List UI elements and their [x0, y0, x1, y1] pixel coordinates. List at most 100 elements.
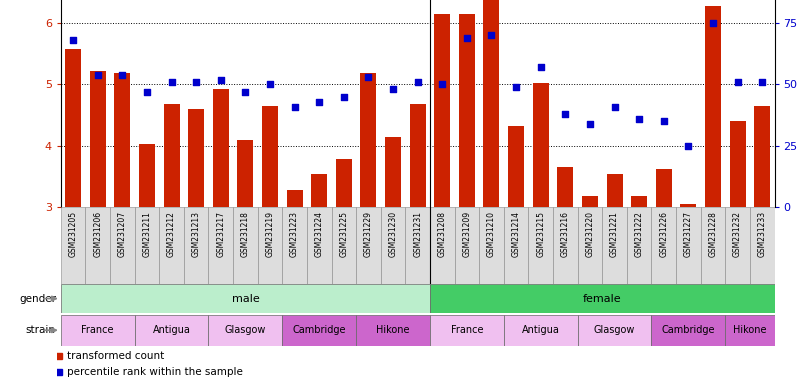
Bar: [332, 207, 356, 284]
Bar: [730, 121, 745, 207]
Point: [509, 84, 522, 90]
Text: France: France: [451, 325, 483, 335]
Point: [633, 116, 646, 122]
Bar: [311, 174, 327, 207]
Point: [411, 79, 424, 85]
Bar: [184, 207, 208, 284]
Bar: [208, 315, 282, 346]
Bar: [434, 14, 450, 207]
Point: [362, 74, 375, 80]
Point: [337, 94, 350, 100]
Text: GSM231213: GSM231213: [191, 211, 200, 257]
Bar: [135, 315, 208, 346]
Point: [485, 32, 498, 38]
Text: France: France: [81, 325, 114, 335]
Text: GSM231225: GSM231225: [339, 211, 349, 257]
Bar: [725, 315, 775, 346]
Point: [116, 71, 129, 78]
Point: [682, 143, 695, 149]
Bar: [385, 137, 401, 207]
Text: Hikone: Hikone: [733, 325, 766, 335]
Text: GSM231215: GSM231215: [536, 211, 545, 257]
Text: GSM231205: GSM231205: [69, 211, 78, 257]
Bar: [754, 106, 770, 207]
Bar: [459, 15, 475, 207]
Text: GSM231231: GSM231231: [413, 211, 423, 257]
Text: GSM231219: GSM231219: [265, 211, 274, 257]
Bar: [603, 207, 627, 284]
Text: GSM231217: GSM231217: [217, 211, 225, 257]
Text: GSM231208: GSM231208: [438, 211, 447, 257]
Bar: [705, 6, 721, 207]
Text: GSM231227: GSM231227: [684, 211, 693, 257]
Point: [731, 79, 744, 85]
Point: [559, 111, 572, 117]
Text: GSM231233: GSM231233: [757, 211, 766, 257]
Bar: [430, 284, 775, 313]
Bar: [410, 104, 426, 207]
Bar: [680, 204, 697, 207]
Text: strain: strain: [26, 325, 56, 335]
Point: [657, 118, 670, 124]
Text: Antigua: Antigua: [521, 325, 560, 335]
Bar: [61, 207, 85, 284]
Point: [288, 104, 301, 110]
Bar: [164, 104, 179, 207]
Point: [534, 64, 547, 70]
Bar: [188, 109, 204, 207]
Point: [461, 35, 474, 41]
Bar: [455, 207, 479, 284]
Bar: [65, 50, 81, 207]
Text: GSM231223: GSM231223: [290, 211, 299, 257]
Bar: [262, 106, 278, 207]
Point: [313, 99, 326, 105]
Bar: [336, 159, 352, 207]
Text: Glasgow: Glasgow: [225, 325, 266, 335]
Bar: [135, 207, 159, 284]
Bar: [504, 315, 577, 346]
Point: [436, 81, 448, 88]
Point: [92, 71, 105, 78]
Bar: [631, 196, 647, 207]
Bar: [607, 174, 623, 207]
Text: GSM231211: GSM231211: [143, 211, 152, 257]
Bar: [651, 207, 676, 284]
Bar: [430, 315, 504, 346]
Bar: [504, 207, 529, 284]
Bar: [676, 207, 701, 284]
Text: GSM231229: GSM231229: [364, 211, 373, 257]
Bar: [212, 89, 229, 207]
Text: GSM231209: GSM231209: [462, 211, 471, 257]
Text: Cambridge: Cambridge: [293, 325, 346, 335]
Text: GSM231224: GSM231224: [315, 211, 324, 257]
Bar: [508, 126, 524, 207]
Bar: [233, 207, 258, 284]
Bar: [208, 207, 233, 284]
Bar: [406, 207, 430, 284]
Text: female: female: [583, 293, 621, 304]
Bar: [533, 83, 549, 207]
Bar: [61, 284, 430, 313]
Bar: [360, 73, 376, 207]
Bar: [114, 73, 131, 207]
Bar: [483, 0, 500, 207]
Text: GSM231230: GSM231230: [388, 211, 397, 257]
Text: GSM231214: GSM231214: [512, 211, 521, 257]
Text: GSM231212: GSM231212: [167, 211, 176, 257]
Bar: [258, 207, 282, 284]
Bar: [582, 196, 598, 207]
Text: transformed count: transformed count: [67, 351, 164, 361]
Point: [608, 104, 621, 110]
Bar: [282, 315, 356, 346]
Text: GSM231221: GSM231221: [610, 211, 619, 257]
Bar: [282, 207, 307, 284]
Bar: [750, 207, 775, 284]
Bar: [85, 207, 110, 284]
Bar: [430, 207, 455, 284]
Bar: [380, 207, 406, 284]
Text: percentile rank within the sample: percentile rank within the sample: [67, 367, 242, 377]
Text: GSM231206: GSM231206: [93, 211, 102, 257]
Bar: [307, 207, 332, 284]
Bar: [286, 190, 303, 207]
Bar: [139, 144, 155, 207]
